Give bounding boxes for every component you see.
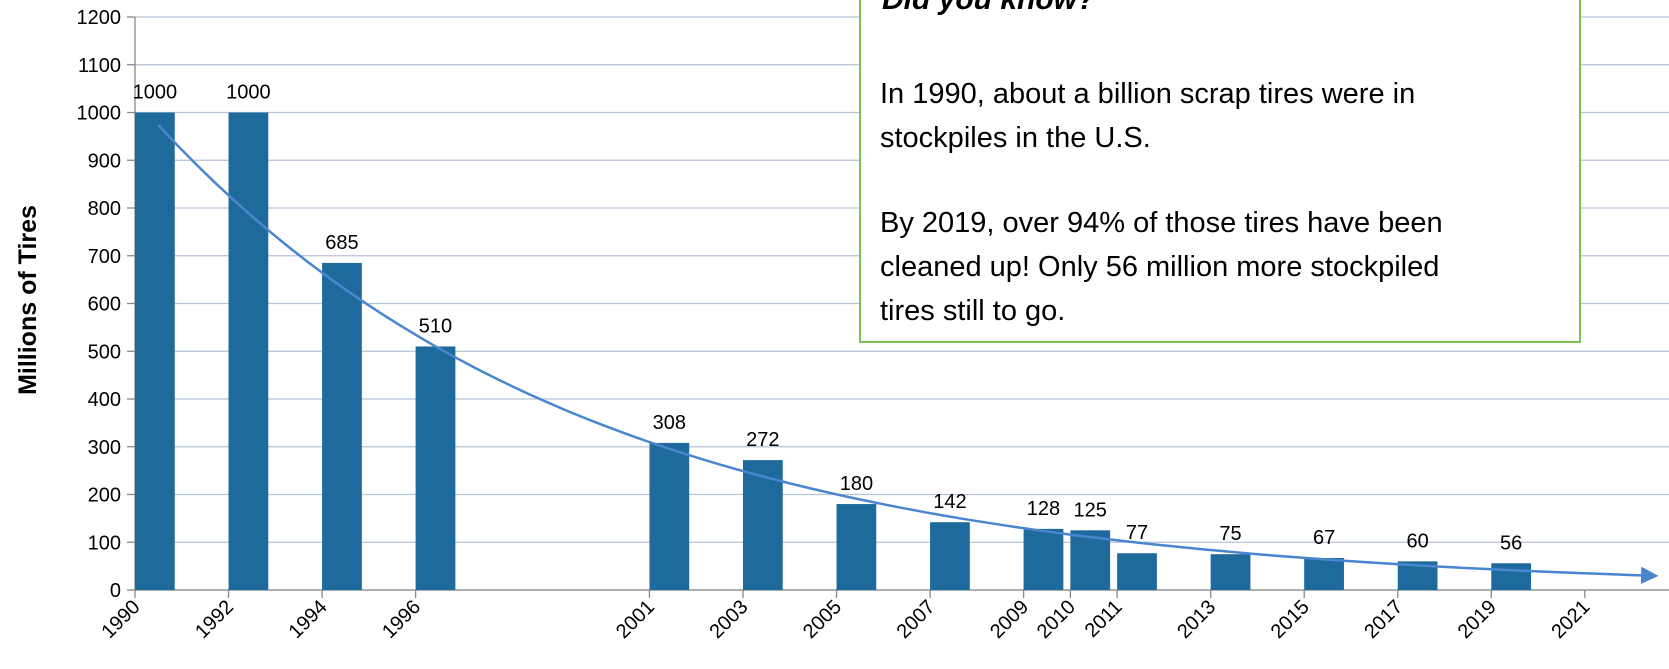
annotation-line: By 2019, over 94% of those tires have be… [880, 207, 1443, 239]
x-tick-label: 2021 [1547, 596, 1594, 643]
y-tick-label: 1000 [77, 103, 122, 125]
y-tick-label: 400 [88, 389, 121, 411]
bar [930, 522, 970, 590]
data-label: 308 [653, 412, 686, 434]
x-tick-label: 2009 [986, 596, 1033, 643]
y-tick-label: 0 [110, 580, 121, 602]
bar [415, 346, 456, 590]
annotation-line: stockpiles in the U.S. [880, 122, 1151, 154]
y-tick-label: 1100 [78, 55, 121, 77]
y-tick-label: 100 [88, 532, 121, 554]
y-tick-label: 900 [88, 150, 121, 172]
y-tick-label: 600 [88, 294, 121, 316]
bar [1210, 554, 1251, 590]
data-label: 142 [933, 491, 966, 513]
data-label: 1000 [226, 82, 271, 104]
data-label: 180 [840, 473, 873, 495]
bar [1491, 563, 1532, 590]
x-tick-label: 2005 [799, 596, 846, 643]
data-label: 685 [325, 232, 358, 254]
x-tick-label: 1992 [191, 596, 238, 643]
x-tick-label: 2001 [612, 596, 659, 643]
y-tick-label: 700 [88, 246, 121, 268]
bar [1070, 530, 1111, 590]
data-label: 272 [746, 429, 779, 451]
data-label: 128 [1027, 498, 1060, 520]
x-tick-label: 1996 [378, 596, 425, 643]
data-label: 75 [1219, 523, 1241, 545]
bar [649, 442, 690, 590]
annotation-line: cleaned up! Only 56 million more stockpi… [880, 251, 1439, 283]
annotation-title: Did you know? [882, 0, 1095, 16]
x-tick-label: 2010 [1033, 596, 1080, 643]
x-tick-label: 2011 [1081, 596, 1127, 642]
x-tick-label: 1994 [285, 596, 332, 643]
data-label: 60 [1406, 530, 1428, 552]
y-tick-label: 300 [88, 437, 121, 459]
bar [1023, 528, 1064, 590]
x-tick-label: 2019 [1454, 596, 1501, 643]
bar [742, 460, 783, 590]
y-tick-label: 800 [88, 198, 121, 220]
annotation-line: In 1990, about a billion scrap tires wer… [880, 78, 1415, 110]
trend [157, 124, 1659, 585]
data-label: 510 [419, 315, 452, 337]
data-label: 125 [1074, 499, 1107, 521]
x-tick-label: 2007 [893, 596, 940, 643]
annotation-line: tires still to go. [880, 295, 1065, 327]
y-axis-label: Millions of Tires [14, 205, 42, 395]
bar [322, 262, 362, 590]
data-label: 77 [1126, 522, 1148, 544]
annotation-box: Did you know? In 1990, about a billion s… [859, 0, 1581, 343]
x-tick-label: 2003 [706, 596, 753, 643]
annotation-frame [859, 0, 1581, 343]
y-tick-label: 200 [88, 485, 121, 507]
bar [1304, 558, 1344, 590]
bar [135, 112, 175, 590]
x-tick-label: 2015 [1267, 596, 1314, 643]
x-tick-label: 1990 [98, 596, 145, 643]
x-tick-label: 2013 [1173, 596, 1220, 643]
trendline [157, 124, 1659, 585]
data-label: 67 [1313, 527, 1335, 549]
bars [135, 112, 1532, 590]
bar [228, 112, 269, 590]
y-tick-label: 1200 [77, 7, 122, 29]
data-label: 56 [1500, 532, 1522, 554]
data-label: 1000 [133, 82, 178, 104]
x-tick-label: 2017 [1360, 596, 1407, 643]
bar [1117, 553, 1157, 590]
bar [836, 504, 877, 590]
y-tick-label: 500 [88, 341, 121, 363]
